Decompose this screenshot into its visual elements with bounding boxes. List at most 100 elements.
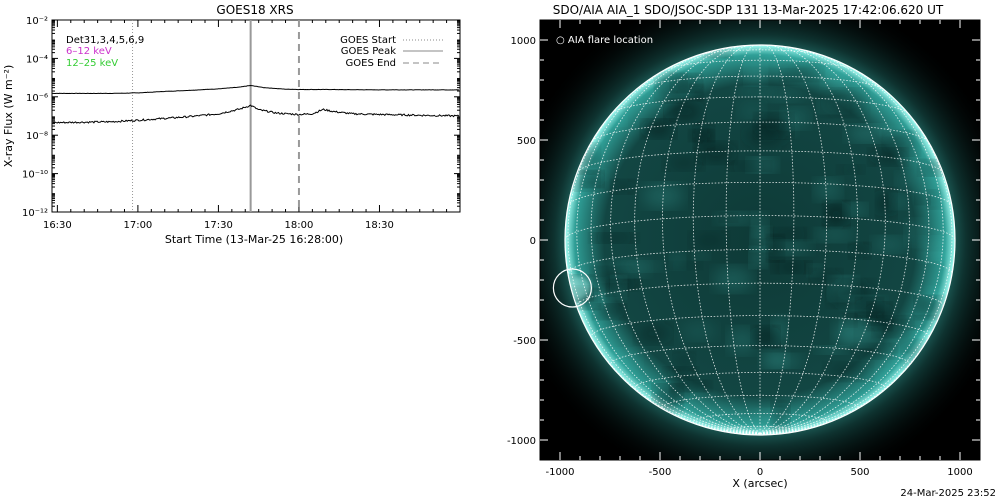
disk-feature <box>728 161 769 171</box>
disk-feature <box>811 228 856 242</box>
goes-y-tick-label: 10⁻⁸ <box>26 131 48 142</box>
longitude-line <box>759 44 795 434</box>
goes-x-tick-label: 18:30 <box>365 220 394 231</box>
disk-feature <box>782 63 822 81</box>
disk-feature <box>607 258 650 277</box>
disk-feature <box>752 326 779 348</box>
latitude-line <box>634 372 886 391</box>
disk-feature <box>824 201 849 227</box>
aia-y-tick-label: 1000 <box>511 36 536 47</box>
disk-feature <box>689 85 704 100</box>
goes-y-tick-label: 10⁻² <box>26 16 48 27</box>
disk-feature <box>715 211 758 226</box>
latitude-line <box>590 315 930 339</box>
longitude-line <box>759 45 858 434</box>
latitude-line <box>662 394 858 411</box>
disk-feature <box>742 52 777 65</box>
aia-x-tick-label: -500 <box>649 467 672 478</box>
legend-goes-start: GOES Start <box>340 35 396 46</box>
aia-y-tick-label: -500 <box>513 336 536 347</box>
legend-goes-peak: GOES Peak <box>341 46 396 57</box>
goes-y-tick-label: 10⁻⁶ <box>26 93 48 104</box>
disk-feature <box>874 320 912 337</box>
goes-lightcurve-chart: GOES18 XRS 10⁻¹² 10⁻¹⁰ 10⁻⁸ 10⁻⁶ 10⁻⁴ 10⁻² 16… <box>2 3 461 246</box>
disk-feature <box>846 124 889 142</box>
longitude-line <box>759 84 953 434</box>
disk-feature <box>697 142 735 164</box>
solar-limb <box>564 44 956 436</box>
aia-y-tick-label: 500 <box>517 136 536 147</box>
flare-location-circle <box>552 268 593 308</box>
disk-feature <box>826 362 870 381</box>
disk-feature <box>838 165 864 174</box>
longitude-line <box>759 47 910 434</box>
disk-feature <box>642 120 675 138</box>
aia-sun-image: SDO/AIA AIA_1 SDO/JSOC-SDP 131 13-Mar-20… <box>507 3 981 490</box>
goes-plot-frame <box>51 19 461 213</box>
aia-x-axis-label: X (arcsec) <box>732 477 787 490</box>
disk-feature <box>745 63 767 85</box>
disk-feature <box>890 194 908 209</box>
aia-title: SDO/AIA AIA_1 SDO/JSOC-SDP 131 13-Mar-20… <box>553 3 944 17</box>
disk-feature <box>763 349 788 368</box>
goes-y-tick-label: 10⁻¹² <box>22 208 48 219</box>
disk-feature <box>844 203 867 216</box>
goes-x-axis: 16:30 17:00 17:30 18:00 18:30 <box>43 20 448 231</box>
disk-feature <box>762 87 806 102</box>
disk-feature <box>670 253 685 269</box>
longitude-line <box>725 44 761 434</box>
aia-y-tick-label: -1000 <box>507 436 536 447</box>
disk-feature <box>895 171 918 190</box>
disk-feature <box>733 86 773 97</box>
disk-feature <box>814 178 842 202</box>
latitude-line <box>698 49 822 56</box>
goes-x-tick-label: 17:30 <box>204 220 233 231</box>
disk-feature <box>681 321 718 341</box>
disk-feature <box>915 296 944 318</box>
disk-feature <box>839 316 853 344</box>
disk-feature <box>665 155 703 171</box>
longitude-line <box>634 45 761 434</box>
aia-x-axis: -1000 -500 0 500 1000 <box>545 20 973 478</box>
disk-feature <box>870 149 906 165</box>
disk-feature <box>767 236 784 261</box>
disk-feature <box>592 233 636 243</box>
aia-image-panel: SDO/AIA AIA_1 SDO/JSOC-SDP 131 13-Mar-20… <box>500 0 1000 500</box>
disk-feature <box>876 189 896 217</box>
heliographic-grid <box>564 44 956 436</box>
goes-x-tick-label: 18:00 <box>285 220 314 231</box>
goes-chart-title: GOES18 XRS <box>216 3 293 17</box>
disk-feature <box>594 304 625 319</box>
disk-feature <box>664 367 697 380</box>
disk-feature <box>666 100 703 123</box>
longitude-line <box>662 45 761 434</box>
latitude-line <box>636 75 884 90</box>
legend-detectors: Det31,3,4,5,6,9 <box>66 35 144 46</box>
disk-feature <box>612 179 634 194</box>
disk-feature <box>854 343 895 359</box>
disk-feature <box>689 129 713 142</box>
goes-series-group <box>51 84 460 124</box>
footer-timestamp: 24-Mar-2025 23:52 <box>900 488 996 499</box>
legend-6-12kev: 6–12 keV <box>66 46 112 57</box>
legend-goes-end: GOES End <box>346 58 396 69</box>
latitude-line <box>692 413 828 426</box>
aia-x-tick-label: -1000 <box>545 467 574 478</box>
aia-y-axis: -1000 -500 0 500 1000 <box>507 36 980 447</box>
goes-x-axis-label: Start Time (13-Mar-25 16:28:00) <box>165 233 343 246</box>
disk-feature <box>636 323 671 344</box>
longitude-line <box>576 57 761 434</box>
goes-legend-left: Det31,3,4,5,6,9 6–12 keV 12–25 keV <box>66 35 144 69</box>
disk-feature <box>738 101 765 121</box>
longitude-line <box>610 47 761 434</box>
disk-feature <box>872 236 907 253</box>
goes-event-lines <box>132 20 300 212</box>
longitude-line <box>759 50 930 434</box>
latitude-line <box>576 282 944 308</box>
disk-feature <box>781 107 810 129</box>
goes-x-tick-label: 17:00 <box>123 220 152 231</box>
disk-feature <box>773 261 810 273</box>
disk-feature <box>824 89 867 116</box>
longitude-line <box>759 44 828 434</box>
disk-feature <box>693 251 710 260</box>
